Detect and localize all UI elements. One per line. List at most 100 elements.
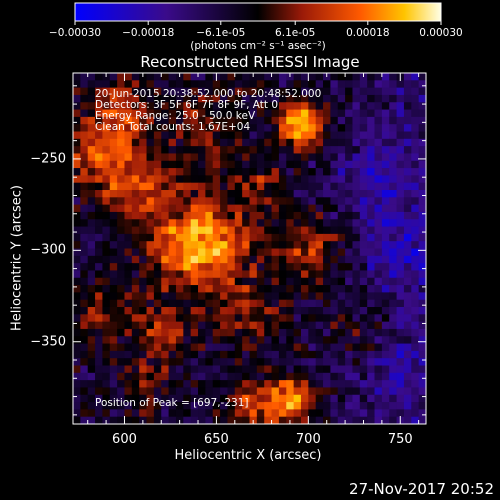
heatmap-cell xyxy=(87,387,96,396)
heatmap-cell xyxy=(286,160,295,169)
heatmap-cell xyxy=(359,402,368,410)
heatmap-cell xyxy=(418,263,427,271)
heatmap-cell xyxy=(330,73,339,81)
heatmap-cell xyxy=(345,138,353,147)
heatmap-cell xyxy=(117,255,125,264)
heatmap-cell xyxy=(249,219,258,227)
heatmap-cell xyxy=(337,197,346,206)
heatmap-cell xyxy=(190,146,199,154)
heatmap-cell xyxy=(146,182,155,191)
heatmap-cell xyxy=(109,146,118,154)
heatmap-cell xyxy=(153,277,162,286)
heatmap-cell xyxy=(212,87,221,96)
heatmap-cell xyxy=(131,87,140,96)
heatmap-cell xyxy=(95,336,103,344)
heatmap-cell xyxy=(168,402,177,410)
heatmap-cell xyxy=(220,102,228,110)
heatmap-cell xyxy=(337,168,346,176)
heatmap-cell xyxy=(153,314,162,323)
heatmap-cell xyxy=(183,197,192,206)
heatmap-cell xyxy=(139,80,147,89)
heatmap-cell xyxy=(315,314,324,323)
heatmap-cell xyxy=(242,270,250,279)
heatmap-cell xyxy=(359,204,368,213)
heatmap-cell xyxy=(345,94,353,103)
heatmap-cell xyxy=(249,138,258,147)
heatmap-cell xyxy=(139,285,147,293)
heatmap-cell xyxy=(190,255,199,264)
heatmap-cell xyxy=(256,402,265,410)
heatmap-cell xyxy=(249,402,258,410)
heatmap-cell xyxy=(102,255,111,264)
heatmap-cell xyxy=(315,409,324,418)
heatmap-cell xyxy=(220,350,228,359)
heatmap-cell xyxy=(323,226,331,235)
heatmap-cell xyxy=(367,102,375,110)
heatmap-cell xyxy=(212,190,221,198)
heatmap-cell xyxy=(73,328,81,337)
heatmap-cell xyxy=(352,336,361,344)
heatmap-cell xyxy=(234,358,243,366)
heatmap-cell xyxy=(205,358,214,366)
heatmap-cell xyxy=(205,190,214,198)
heatmap-cell xyxy=(256,241,265,249)
heatmap-cell xyxy=(389,80,397,89)
heatmap-cell xyxy=(124,241,133,249)
heatmap-cell xyxy=(102,307,111,315)
heatmap-cell xyxy=(403,131,412,140)
heatmap-cell xyxy=(300,292,309,301)
heatmap-cell xyxy=(374,87,383,96)
heatmap-cell xyxy=(271,387,280,396)
heatmap-cell xyxy=(117,307,125,315)
heatmap-cell xyxy=(411,292,420,301)
heatmap-cell xyxy=(161,182,169,191)
heatmap-cell xyxy=(87,73,96,81)
heatmap-cell xyxy=(286,409,295,418)
heatmap-cell xyxy=(403,233,412,242)
heatmap-cell xyxy=(381,314,390,323)
heatmap-cell xyxy=(352,197,361,206)
heatmap-cell xyxy=(168,109,177,118)
heatmap-cell xyxy=(300,299,309,308)
heatmap-cell xyxy=(418,116,427,125)
heatmap-cell xyxy=(271,255,280,264)
heatmap-cell xyxy=(212,248,221,257)
heatmap-cell xyxy=(95,102,103,110)
heatmap-cell xyxy=(190,190,199,198)
heatmap-cell xyxy=(330,87,339,96)
heatmap-cell xyxy=(367,175,375,184)
heatmap-cell xyxy=(249,204,258,213)
heatmap-cell xyxy=(256,211,265,220)
heatmap-cell xyxy=(381,285,390,293)
heatmap-cell xyxy=(315,416,324,425)
heatmap-cell xyxy=(87,321,96,330)
heatmap-cell xyxy=(264,380,272,388)
heatmap-cell xyxy=(73,204,81,213)
heatmap-cell xyxy=(249,226,258,235)
heatmap-cell xyxy=(95,160,103,169)
heatmap-cell xyxy=(389,307,397,315)
heatmap-cell xyxy=(300,197,309,206)
heatmap-cell xyxy=(271,233,280,242)
heatmap-cell xyxy=(242,285,250,293)
heatmap-cell xyxy=(411,124,420,132)
heatmap-cell xyxy=(95,409,103,418)
heatmap-cell xyxy=(278,328,287,337)
heatmap-cell xyxy=(242,365,250,374)
heatmap-cell xyxy=(418,358,427,366)
heatmap-cell xyxy=(381,160,390,169)
heatmap-cell xyxy=(183,102,192,110)
heatmap-cell xyxy=(124,372,133,381)
heatmap-cell xyxy=(205,263,214,271)
heatmap-cell xyxy=(345,299,353,308)
heatmap-cell xyxy=(315,226,324,235)
heatmap-cell xyxy=(271,160,280,169)
heatmap-cell xyxy=(330,211,339,220)
heatmap-cell xyxy=(396,226,405,235)
heatmap-cell xyxy=(190,409,199,418)
heatmap-cell xyxy=(168,87,177,96)
heatmap-cell xyxy=(249,248,258,257)
heatmap-cell xyxy=(168,138,177,147)
heatmap-cell xyxy=(131,416,140,425)
